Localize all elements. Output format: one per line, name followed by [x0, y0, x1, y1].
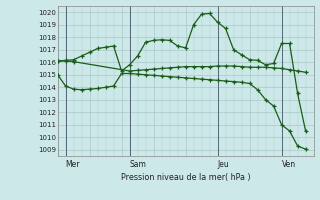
Text: Sam: Sam — [130, 160, 147, 169]
Text: Ven: Ven — [282, 160, 296, 169]
Text: Mer: Mer — [66, 160, 80, 169]
Text: Jeu: Jeu — [218, 160, 229, 169]
X-axis label: Pression niveau de la mer( hPa ): Pression niveau de la mer( hPa ) — [121, 173, 251, 182]
